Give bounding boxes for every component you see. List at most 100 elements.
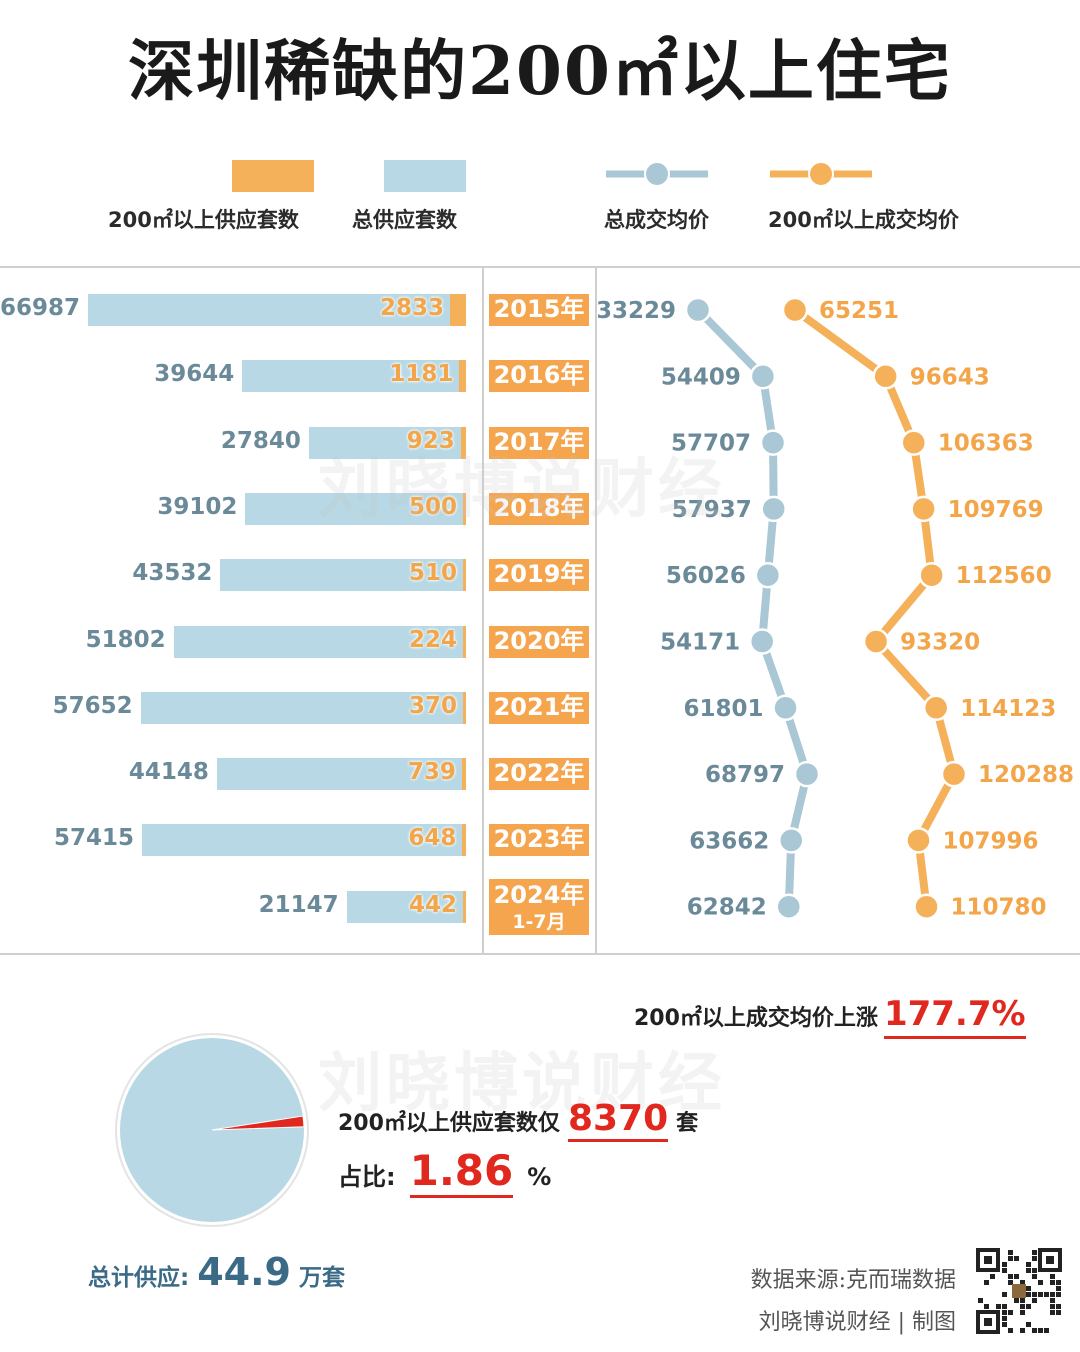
big-price-point [910, 495, 937, 523]
qr-code-module [1008, 1256, 1013, 1261]
qr-code-module [1020, 1328, 1025, 1333]
bar-total-supply [140, 691, 466, 724]
big-price-value-label: 120288 [978, 762, 1074, 788]
qr-code-module [1032, 1268, 1037, 1273]
chart-title: 深圳稀缺的200㎡以上住宅 [128, 32, 952, 110]
bar-total-supply-label: 57652 [52, 692, 133, 719]
big-price-value-label: 110780 [951, 895, 1047, 921]
big-price-point [872, 363, 899, 390]
qr-code-module [1032, 1250, 1037, 1255]
share-summary: 占比: 1.86% [338, 1146, 551, 1198]
big-price-value-label: 96643 [910, 364, 990, 390]
total-supply-unit: 万套 [298, 1265, 345, 1291]
qr-code-module [1014, 1298, 1019, 1303]
qr-code-module [1050, 1274, 1055, 1279]
qr-code-module [1026, 1268, 1031, 1273]
year-label-text: 2024年 [493, 880, 585, 909]
legend-line-big-price [770, 161, 872, 187]
legend-label-total-supply: 总供应套数 [352, 208, 457, 232]
qr-code-module [1056, 1310, 1061, 1315]
year-label-text: 2020年 [493, 626, 585, 655]
total-price-value-label: 57937 [672, 497, 752, 523]
legend-label-total-price: 总成交均价 [604, 208, 709, 232]
bar-big-supply-label: 648 [408, 825, 457, 852]
total-price-point [754, 561, 782, 589]
bar-total-supply-label: 57415 [53, 825, 135, 852]
big-price-value-label: 114123 [960, 696, 1056, 722]
qr-code-module [1020, 1310, 1025, 1315]
year-label: 2023年 [489, 824, 589, 857]
bar-total-supply [142, 824, 466, 857]
qr-code-module [984, 1318, 992, 1326]
qr-code-module [1002, 1292, 1007, 1297]
qr-code-module [1026, 1304, 1031, 1309]
bar-big-supply-label: 510 [408, 560, 457, 587]
bar-big-supply-label: 442 [408, 891, 457, 918]
total-supply-value: 44.9 [197, 1250, 291, 1294]
qr-code-module [1002, 1304, 1007, 1309]
total-price-point [759, 429, 787, 456]
big-price-value-label: 107996 [942, 828, 1038, 854]
qr-code-module [984, 1304, 989, 1309]
qr-code-module [1050, 1298, 1055, 1303]
qr-code-module [1056, 1304, 1061, 1309]
bar-big-supply [463, 625, 466, 658]
bar-big-supply-label: 1181 [389, 361, 454, 388]
credit-line: 刘晓博说财经 | 制图 [758, 1310, 956, 1335]
qr-code-module [1002, 1268, 1007, 1273]
bar-big-supply [463, 890, 466, 923]
total-supply-label: 总计供应: [88, 1265, 190, 1291]
year-label-text: 2019年 [493, 560, 585, 589]
qr-code-module [990, 1274, 995, 1279]
bar-total-supply [173, 625, 466, 658]
year-label: 2018年 [489, 492, 589, 525]
qr-code-module [1032, 1292, 1037, 1297]
qr-code-module [1032, 1256, 1037, 1261]
big-price-value-label: 65251 [819, 298, 899, 324]
price-line-chart: 33229 54409 57707 57937 56026 54171 61801 68797… [598, 296, 1074, 921]
divider-left [482, 268, 484, 954]
legend-swatch-total-supply [384, 160, 466, 192]
price-rise-label: 200㎡以上成交均价上涨 [634, 1006, 878, 1031]
legend-swatch-big-supply [232, 160, 314, 192]
total-price-point [760, 495, 787, 523]
year-label-text: 2023年 [493, 825, 585, 854]
total-price-value-label: 33229 [598, 298, 676, 324]
total-price-value-label: 62842 [687, 895, 767, 921]
qr-code-module [1026, 1286, 1031, 1291]
bar-total-supply-label: 21147 [258, 891, 339, 918]
qr-code-module [1032, 1328, 1037, 1333]
total-price-value-label: 54171 [660, 630, 740, 656]
bar-big-supply [460, 426, 466, 459]
year-label: 2016年 [489, 360, 589, 393]
bar-total-supply [88, 294, 466, 326]
year-label-text: 2016年 [493, 361, 585, 390]
year-label-text: 2018年 [493, 493, 585, 522]
big-supply-summary: 200㎡以上供应套数仅 8370 套 [338, 1098, 698, 1142]
total-price-point [748, 628, 776, 655]
big-price-point [905, 827, 932, 854]
bar-total-supply [308, 426, 466, 459]
total-supply-summary: 总计供应: 44.9 万套 [88, 1250, 345, 1294]
legend-label-big-supply: 200㎡以上供应套数 [108, 208, 299, 232]
qr-code-module [1056, 1286, 1061, 1291]
price-rise-value: 177.7% [883, 994, 1026, 1039]
big-price-point [862, 628, 890, 655]
qr-code-module [1012, 1284, 1026, 1298]
year-label: 2017年 [489, 426, 589, 459]
big-price-value-label: 109769 [948, 497, 1044, 523]
total-price-line [695, 307, 811, 907]
big-price-point [913, 893, 940, 920]
bar-big-supply [463, 492, 466, 525]
year-label: 2020年 [489, 625, 589, 658]
qr-code-module [1056, 1280, 1061, 1285]
bar-total-supply-label: 27840 [220, 427, 301, 454]
qr-code-module [1038, 1292, 1043, 1297]
qr-code-module [1020, 1280, 1025, 1285]
qr-code-module [978, 1298, 983, 1303]
big-price-value-label: 93320 [900, 630, 980, 656]
bar-total-supply [346, 890, 466, 923]
total-price-value-label: 63662 [689, 828, 769, 854]
bar-big-supply-label: 370 [408, 692, 457, 719]
year-label: 2019年 [489, 559, 589, 592]
